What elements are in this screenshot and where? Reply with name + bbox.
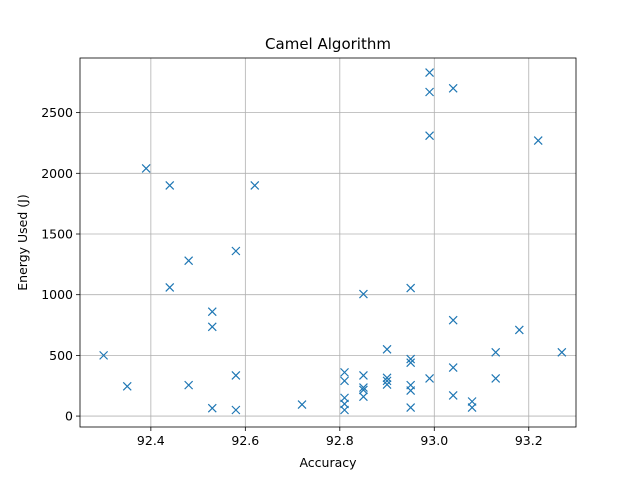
x-tick-label: 92.6 xyxy=(231,433,259,448)
data-point-marker xyxy=(231,370,241,380)
data-point-marker xyxy=(207,307,217,317)
grid xyxy=(80,58,576,427)
data-point-marker xyxy=(448,363,458,372)
data-point-marker xyxy=(382,344,392,354)
data-point-marker xyxy=(340,405,349,415)
y-tick-label: 0 xyxy=(65,409,73,424)
data-point-marker xyxy=(425,131,434,141)
y-axis-label: Energy Used (J) xyxy=(15,194,30,290)
x-tick-label: 92.4 xyxy=(137,433,165,448)
data-point-marker xyxy=(141,164,151,173)
data-point-marker xyxy=(207,403,217,413)
data-point-marker xyxy=(448,315,458,325)
data-point-marker xyxy=(425,87,434,97)
x-tick-label: 93.2 xyxy=(515,433,543,448)
data-point-marker xyxy=(406,354,416,364)
data-point-marker xyxy=(448,391,458,400)
data-point-marker xyxy=(250,181,260,190)
data-point-marker xyxy=(340,367,349,377)
data-point-marker xyxy=(165,282,175,292)
data-point-marker xyxy=(184,380,194,390)
data-point-marker xyxy=(448,83,458,93)
x-tick-label: 93.0 xyxy=(420,433,448,448)
data-point-marker xyxy=(491,374,501,383)
chart-title: Camel Algorithm xyxy=(265,35,391,53)
plot-frame xyxy=(79,57,577,428)
data-point-marker xyxy=(231,246,241,256)
data-point-marker xyxy=(514,325,524,335)
y-tick-label: 2000 xyxy=(41,166,73,181)
data-point-marker xyxy=(359,383,368,392)
data-point-marker xyxy=(382,380,392,389)
y-tick-label: 1000 xyxy=(41,287,73,302)
data-point-marker xyxy=(491,347,501,357)
data-point-marker xyxy=(406,403,416,413)
x-tick-label: 92.8 xyxy=(326,433,354,448)
data-point-marker xyxy=(99,350,109,360)
data-point-marker xyxy=(340,376,349,386)
data-point-marker xyxy=(207,322,217,332)
data-point-marker xyxy=(184,256,194,266)
data-point-marker xyxy=(231,405,241,415)
data-point-marker xyxy=(425,68,434,77)
y-tick-label: 500 xyxy=(49,348,73,363)
data-point-marker xyxy=(557,347,567,357)
data-point-marker xyxy=(533,136,543,145)
x-axis-label: Accuracy xyxy=(299,455,357,470)
data-point-marker xyxy=(359,385,368,395)
y-tick-label: 2500 xyxy=(41,105,73,120)
data-point-marker xyxy=(406,386,416,396)
data-point-marker xyxy=(297,400,307,409)
data-point-marker xyxy=(382,373,392,383)
data-point-marker xyxy=(406,358,416,368)
data-points xyxy=(99,68,567,415)
data-point-marker xyxy=(359,370,368,380)
data-point-marker xyxy=(382,376,392,386)
axis-ticks: 92.4 92.6 92.8 93.0 93.2 0 500 1000 1500 2000 2500 xyxy=(41,105,542,448)
data-point-marker xyxy=(425,374,434,383)
data-point-marker xyxy=(359,289,368,299)
data-point-marker xyxy=(406,283,416,293)
data-point-marker xyxy=(467,403,477,413)
data-point-marker xyxy=(359,392,368,402)
data-point-marker xyxy=(122,381,132,391)
y-tick-label: 1500 xyxy=(41,227,73,242)
data-point-marker xyxy=(165,181,175,190)
